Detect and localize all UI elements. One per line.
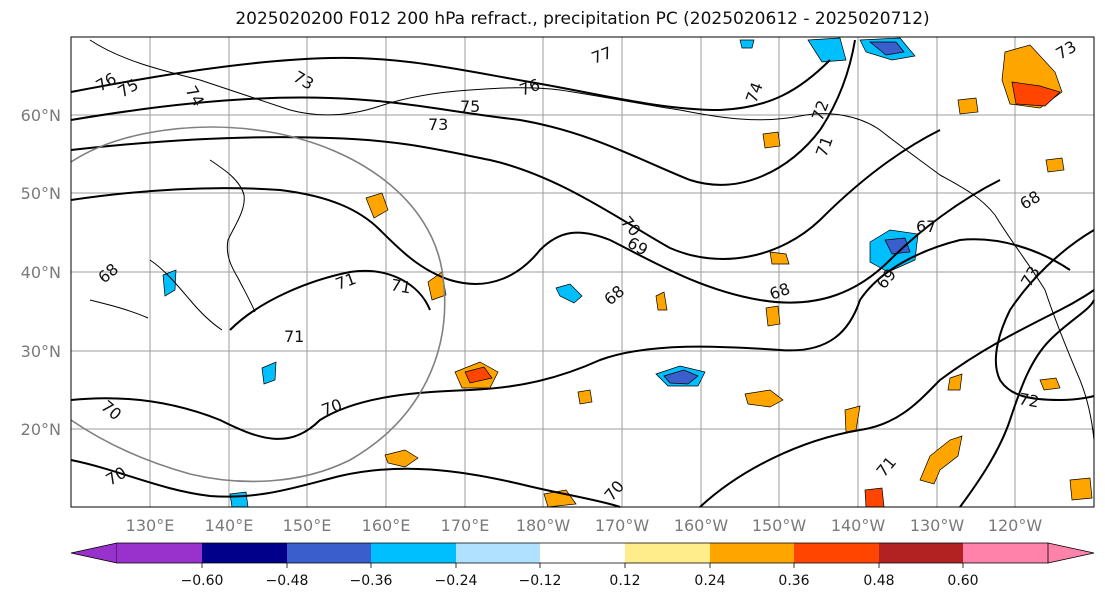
colorbar-tick-label: 0.12 <box>609 573 640 589</box>
colorbar-tick-label: 0.60 <box>947 573 978 589</box>
refractivity-contours <box>70 39 1095 508</box>
lon-label: 140°E <box>205 516 254 535</box>
lon-label: 130°E <box>126 516 175 535</box>
colorbar-bin <box>879 543 963 563</box>
lat-label: 20°N <box>21 420 61 439</box>
lat-label: 40°N <box>21 263 61 282</box>
colorbar-tick-label: −0.12 <box>519 573 562 589</box>
colorbar-tick-label: −0.36 <box>350 573 393 589</box>
colorbar-bin <box>963 543 1048 563</box>
colorbar: −0.60 −0.48 −0.36 −0.24 −0.12 0.12 0.24 … <box>70 542 1095 589</box>
colorbar-bin <box>710 543 794 563</box>
map-panel: 76 75 74 73 75 73 76 77 74 72 71 71 71 7… <box>70 36 1095 508</box>
gridlines <box>71 37 1094 507</box>
colorbar-bin <box>794 543 879 563</box>
contour-label: 72 <box>1017 389 1040 411</box>
lon-label: 170°E <box>441 516 490 535</box>
colorbar-tick-label: −0.60 <box>181 573 224 589</box>
lon-label: 120°W <box>988 516 1043 535</box>
contour-label: 75 <box>460 97 480 116</box>
colorbar-bin <box>117 543 202 563</box>
colorbar-bin <box>540 543 625 563</box>
colorbar-bin <box>287 543 371 563</box>
map-title: 2025020200 F012 200 hPa refract., precip… <box>235 9 930 29</box>
colorbar-bin <box>371 543 456 563</box>
colorbar-extend-low <box>70 542 118 564</box>
colorbar-extend-high <box>1047 542 1095 564</box>
distance-circle <box>70 126 446 483</box>
colorbar-bin <box>456 543 540 563</box>
colorbar-tick-label: 0.24 <box>694 573 725 589</box>
lon-label: 160°E <box>362 516 411 535</box>
lon-label: 170°W <box>595 516 650 535</box>
colorbar-tick-label: 0.48 <box>863 573 894 589</box>
lon-label: 150°W <box>752 516 807 535</box>
precip-anomaly-shading <box>162 37 1093 508</box>
contour-label: 71 <box>389 275 412 297</box>
lat-label: 60°N <box>21 106 61 125</box>
lon-label: 160°W <box>674 516 729 535</box>
lon-label: 180°W <box>516 516 571 535</box>
colorbar-bin <box>202 543 287 563</box>
contour-label: 67 <box>916 217 936 236</box>
contour-label: 71 <box>284 327 304 346</box>
lat-label: 50°N <box>21 184 61 203</box>
lat-label: 30°N <box>21 342 61 361</box>
colorbar-bin <box>625 543 710 563</box>
colorbar-ticks <box>201 563 964 568</box>
colorbar-tick-label: 0.36 <box>778 573 809 589</box>
longitude-labels: 130°E 140°E 150°E 160°E 170°E 180°W 170°… <box>126 516 1043 535</box>
lon-label: 130°W <box>910 516 965 535</box>
contour-label: 73 <box>428 115 448 134</box>
colorbar-tick-label: −0.48 <box>266 573 309 589</box>
map-frame <box>70 36 1095 508</box>
lon-label: 140°W <box>831 516 886 535</box>
colorbar-tick-label: −0.24 <box>435 573 478 589</box>
colorbar-labels: −0.60 −0.48 −0.36 −0.24 −0.12 0.12 0.24 … <box>181 573 979 589</box>
colorbar-outline <box>117 542 1048 564</box>
lon-label: 150°E <box>283 516 332 535</box>
latitude-labels: 60°N 50°N 40°N 30°N 20°N <box>21 106 61 439</box>
